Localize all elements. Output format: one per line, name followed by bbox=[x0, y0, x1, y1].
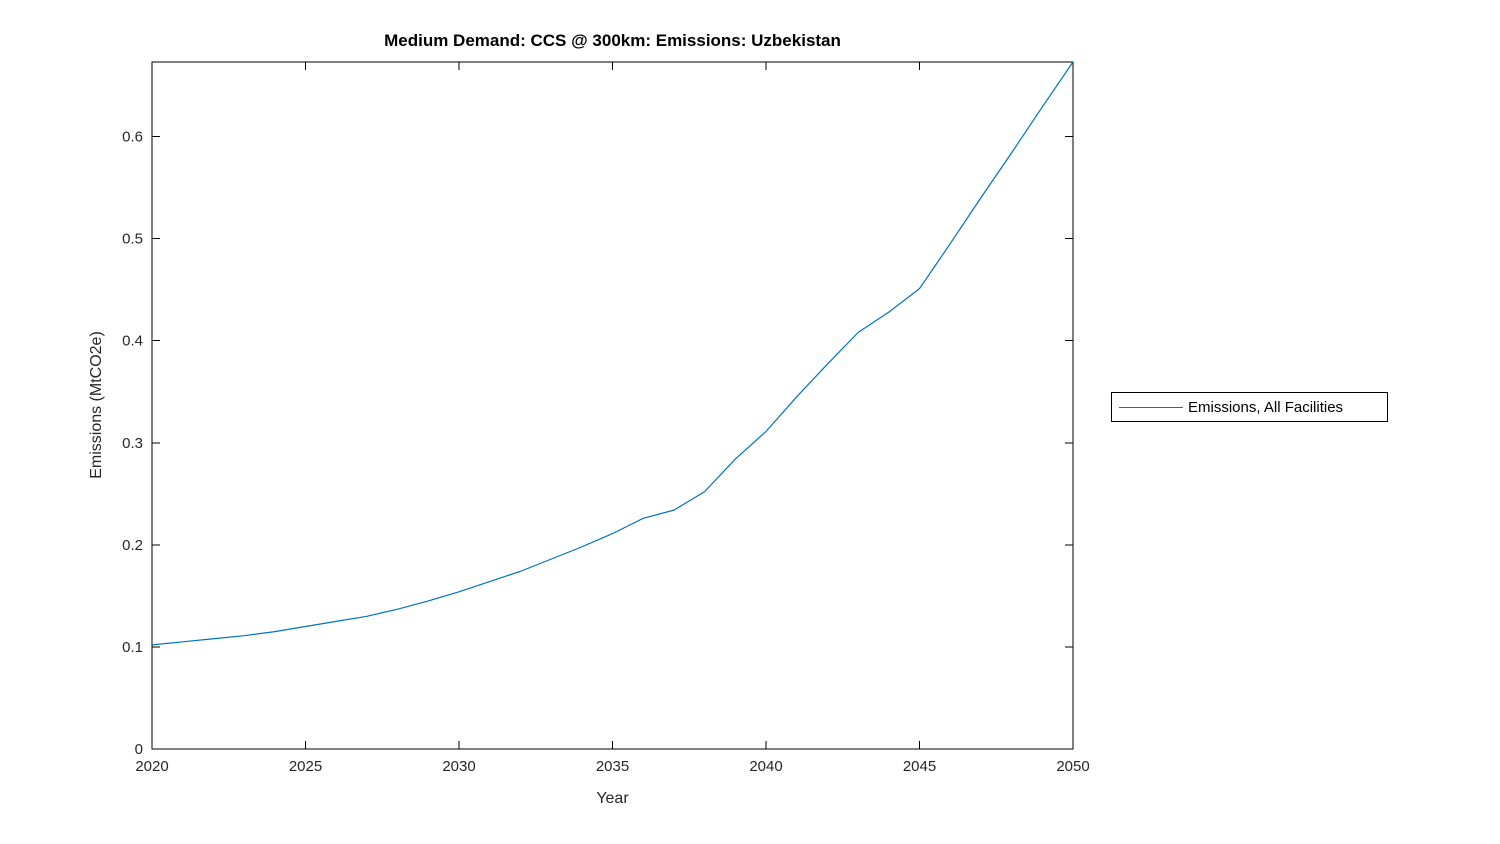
y-tick-label: 0.3 bbox=[122, 435, 143, 452]
y-tick-label: 0.1 bbox=[122, 639, 143, 656]
y-axis-label: Emissions (MtCO2e) bbox=[88, 331, 105, 479]
emissions-line bbox=[151, 61, 1074, 646]
chart-title: Medium Demand: CCS @ 300km: Emissions: U… bbox=[384, 31, 841, 50]
x-tick-label: 2040 bbox=[749, 758, 782, 775]
legend-line-sample-icon bbox=[1119, 406, 1183, 408]
axes-box bbox=[151, 61, 1074, 750]
x-axis-label: Year bbox=[596, 790, 629, 807]
x-tick-label: 2045 bbox=[903, 758, 936, 775]
x-tick-label: 2020 bbox=[135, 758, 168, 775]
x-tick-label: 2030 bbox=[442, 758, 475, 775]
legend-label: Emissions, All Facilities bbox=[1188, 398, 1344, 416]
legend: Emissions, All Facilities bbox=[1111, 392, 1388, 422]
y-tick-label: 0.6 bbox=[122, 129, 143, 146]
y-tick-label: 0.4 bbox=[122, 333, 143, 350]
y-tick-label: 0 bbox=[135, 741, 143, 758]
x-tick-label: 2035 bbox=[596, 758, 629, 775]
y-tick-label: 0.5 bbox=[122, 231, 143, 248]
y-tick-label: 0.2 bbox=[122, 537, 143, 554]
x-tick-label: 2025 bbox=[289, 758, 322, 775]
x-tick-label: 2050 bbox=[1056, 758, 1089, 775]
